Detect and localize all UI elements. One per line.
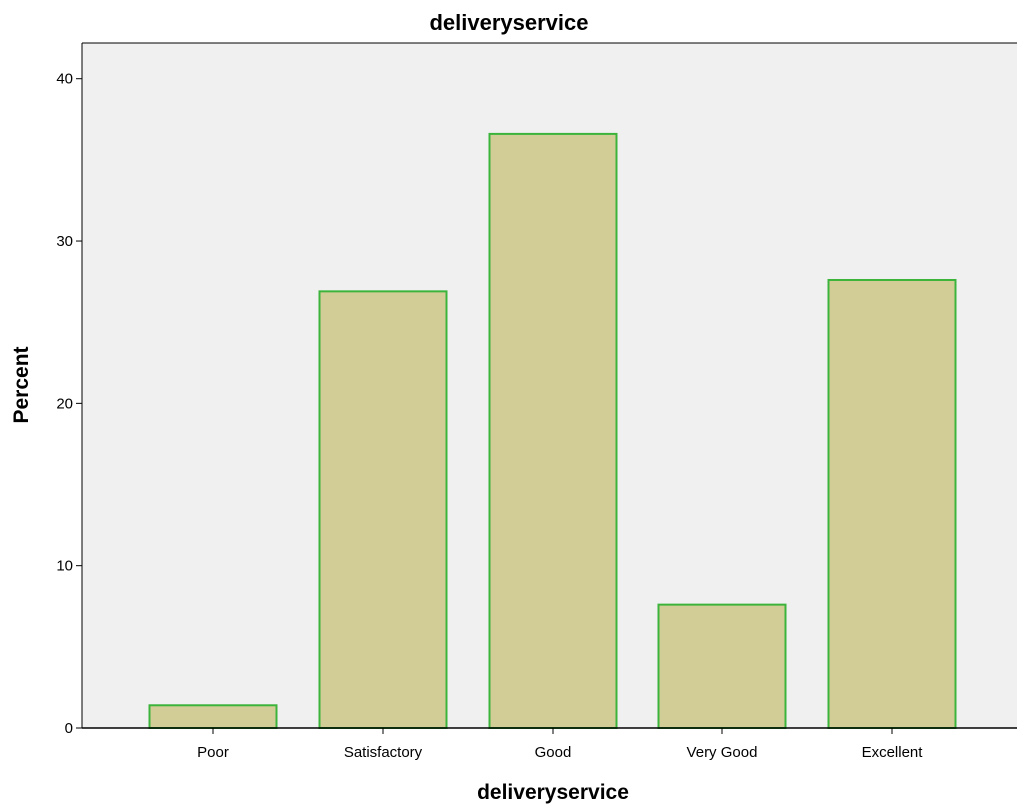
x-tick-label: Satisfactory — [344, 744, 423, 761]
y-axis: 0 10 20 30 40 — [56, 42, 1017, 737]
bar-excellent — [827, 278, 957, 729]
y-tick-label: 30 — [56, 233, 73, 250]
x-tick-label: Excellent — [862, 744, 924, 761]
y-tick-label: 0 — [65, 720, 73, 737]
x-tick-label: Very Good — [687, 744, 758, 761]
chart-title: deliveryservice — [429, 10, 588, 35]
bars-group — [148, 132, 957, 730]
bar-very-good — [657, 603, 787, 729]
y-tick-label: 40 — [56, 71, 73, 88]
bar-poor — [148, 704, 278, 730]
x-axis-title: deliveryservice — [477, 781, 629, 804]
x-tick-label: Good — [535, 744, 572, 761]
bar-satisfactory — [318, 290, 448, 729]
y-axis-title: Percent — [10, 346, 33, 423]
x-tick-label: Poor — [197, 744, 229, 761]
y-tick-label: 10 — [56, 558, 73, 575]
y-tick-label: 20 — [56, 395, 73, 412]
x-axis: Poor Satisfactory Good Very Good Excellent — [82, 727, 1017, 761]
bar-good — [488, 132, 618, 730]
